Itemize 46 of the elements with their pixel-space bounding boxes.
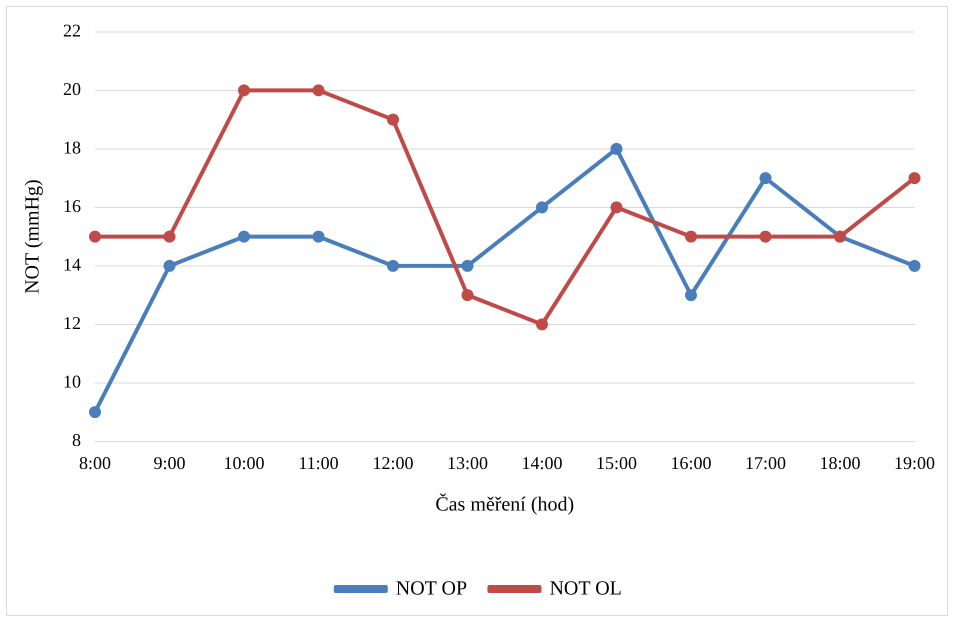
point <box>908 172 920 184</box>
x-tick-label: 17:00 <box>744 452 786 473</box>
y-tick-label: 8 <box>72 430 81 450</box>
point <box>462 289 474 302</box>
point <box>685 230 697 243</box>
point <box>536 318 548 330</box>
point <box>462 260 474 272</box>
point <box>387 114 399 126</box>
y-tick-label: 22 <box>63 20 81 41</box>
y-tick-label: 14 <box>63 254 81 275</box>
x-tick-label: 8:00 <box>78 452 112 473</box>
point <box>760 230 772 243</box>
point <box>89 406 101 418</box>
point <box>685 289 697 302</box>
point <box>536 201 548 214</box>
point <box>89 230 101 243</box>
x-tick-label: 15:00 <box>596 452 638 473</box>
point <box>238 230 250 243</box>
y-tick-label: 12 <box>63 313 81 334</box>
x-tick-label: 12:00 <box>372 452 414 473</box>
x-tick-label: 14:00 <box>521 452 563 473</box>
point <box>760 172 772 184</box>
x-tick-label: 13:00 <box>446 452 488 473</box>
legend-label: NOT OL <box>549 577 622 600</box>
x-tick-label: 9:00 <box>153 452 186 473</box>
y-tick-label: 16 <box>63 196 81 216</box>
point <box>238 84 250 96</box>
y-tick-label: 10 <box>63 372 81 392</box>
x-tick-label: 11:00 <box>298 452 339 473</box>
x-tick-label: 19:00 <box>894 452 936 473</box>
point <box>610 201 622 214</box>
y-tick-label: 18 <box>63 138 81 158</box>
point <box>164 230 176 243</box>
legend-label: NOT OP <box>396 577 468 600</box>
point <box>387 260 399 272</box>
point <box>312 84 324 96</box>
y-axis-title: NOT (mmHg) <box>21 179 44 294</box>
x-tick-label: 10:00 <box>223 452 265 473</box>
point <box>312 230 324 243</box>
x-tick-label: 18:00 <box>819 452 861 473</box>
x-tick-label: 16:00 <box>670 452 712 473</box>
point <box>164 260 176 272</box>
y-tick-label: 20 <box>63 79 81 100</box>
point <box>610 142 622 155</box>
x-axis-title: Čas měření (hod) <box>435 492 574 516</box>
point <box>908 260 920 272</box>
